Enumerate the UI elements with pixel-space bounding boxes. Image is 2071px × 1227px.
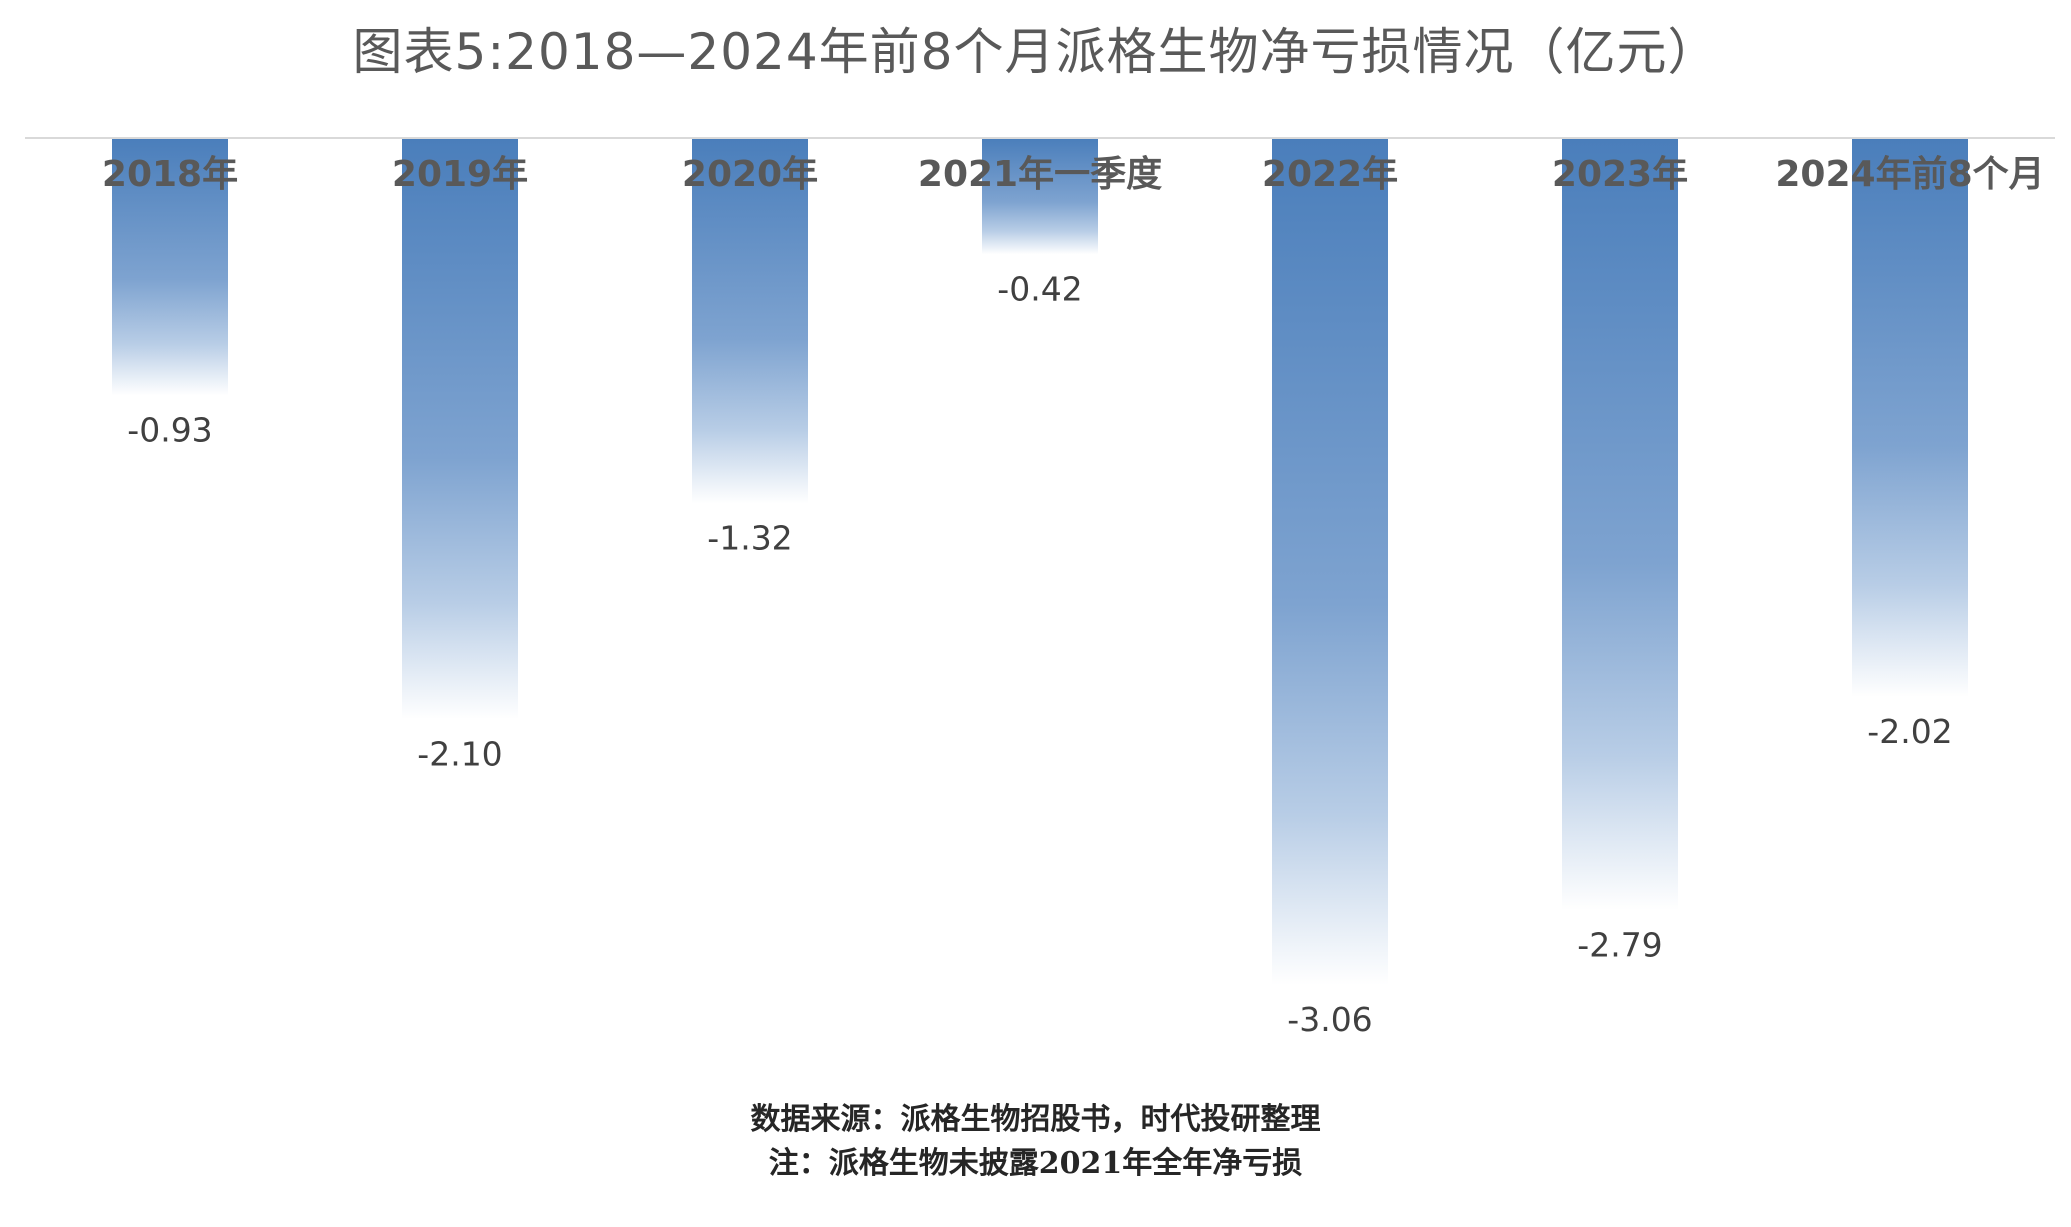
bar-3 [692, 138, 808, 504]
bar-4 [982, 138, 1098, 255]
chart-title: 图表5:2018—2024年前8个月派格生物净亏损情况（亿元） [352, 23, 1719, 81]
category-label-1: 2018年 [102, 154, 238, 195]
bar-5 [1272, 138, 1388, 985]
bar-2 [402, 138, 518, 720]
category-label-6: 2023年 [1552, 154, 1688, 195]
category-label-3: 2020年 [682, 154, 818, 195]
value-label-1: -0.93 [127, 410, 212, 449]
value-label-6: -2.79 [1577, 925, 1662, 964]
disclosure-note: 注：派格生物未披露2021年全年净亏损 [768, 1146, 1303, 1181]
bar-1 [112, 138, 228, 396]
bar-7 [1852, 138, 1968, 698]
category-label-7: 2024年前8个月 [1775, 154, 2044, 195]
category-label-5: 2022年 [1262, 154, 1398, 195]
value-label-7: -2.02 [1867, 712, 1952, 751]
category-label-4: 2021年一季度 [918, 154, 1162, 195]
data-source-note: 数据来源：派格生物招股书，时代投研整理 [750, 1102, 1321, 1137]
bar-6 [1562, 138, 1678, 911]
value-label-4: -0.42 [997, 269, 1082, 308]
bars-layer [112, 138, 1968, 985]
category-label-2: 2019年 [392, 154, 528, 195]
value-label-2: -2.10 [417, 734, 502, 773]
value-label-5: -3.06 [1287, 1000, 1372, 1039]
labels-layer: 2018年 -0.93 2019年 -2.10 2020年 -1.32 2021年一季度 -0… [102, 154, 2045, 1039]
value-label-3: -1.32 [707, 518, 792, 557]
